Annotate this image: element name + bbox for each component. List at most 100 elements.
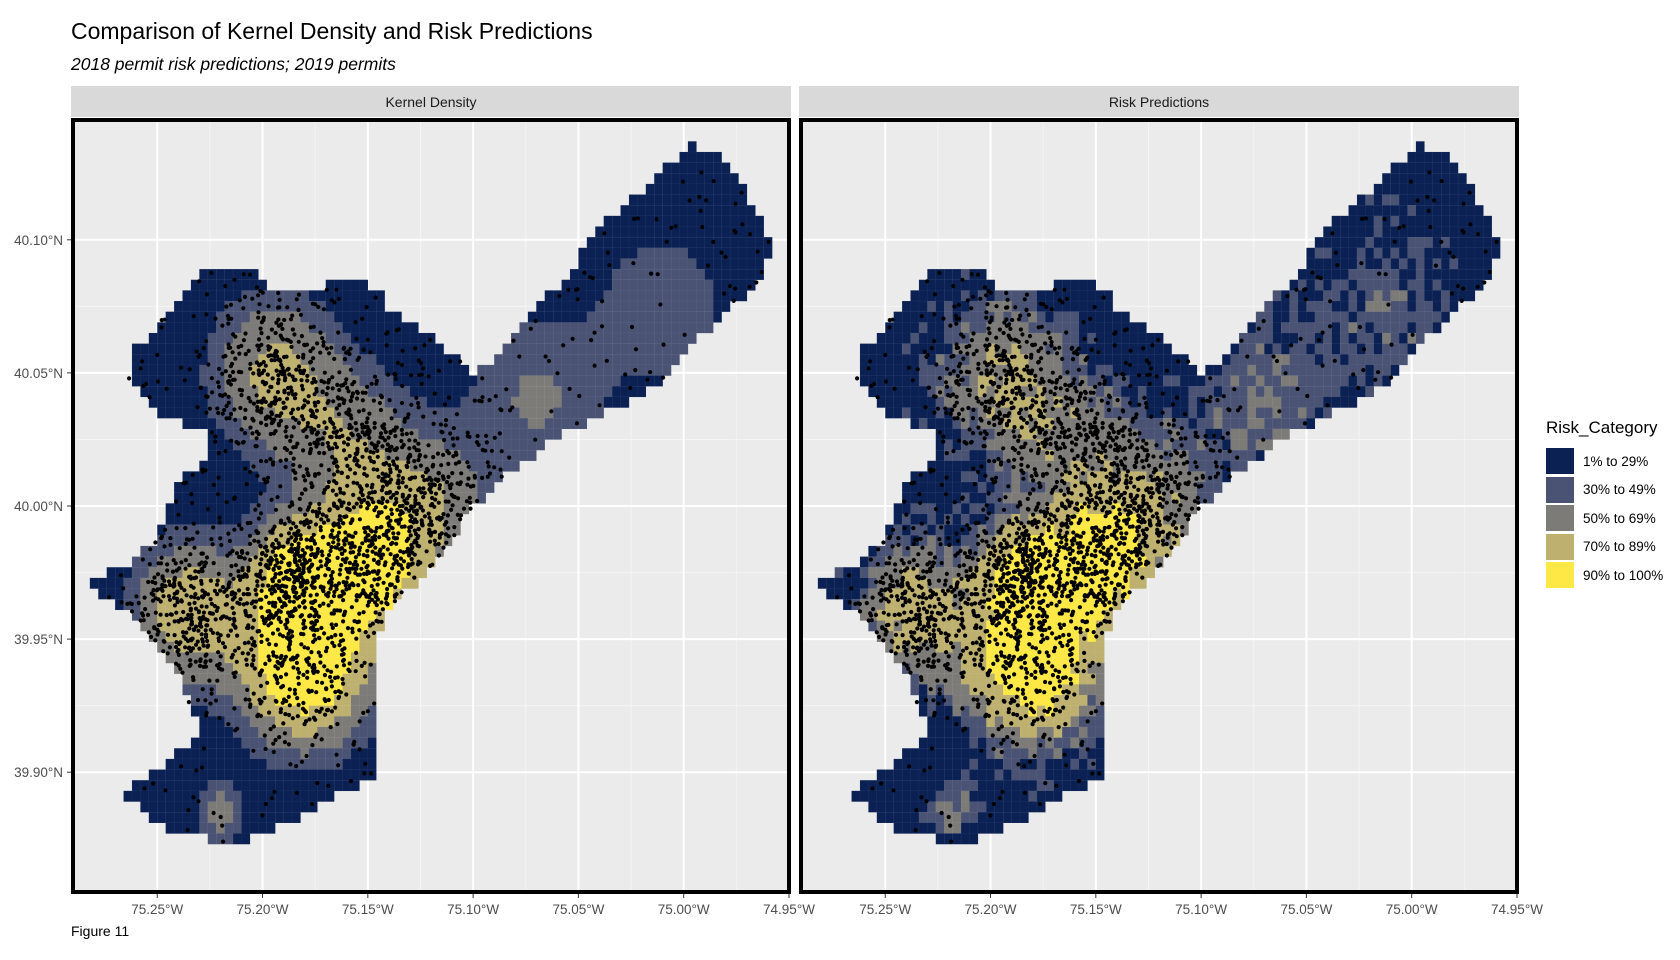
- permit-point: [204, 555, 210, 560]
- permit-point: [339, 396, 344, 401]
- permit-point: [306, 566, 311, 571]
- grid-cell: [1424, 268, 1434, 281]
- permit-point: [335, 382, 340, 387]
- permit-point: [265, 637, 270, 642]
- permit-point: [216, 636, 221, 641]
- grid-cell: [704, 311, 714, 323]
- permit-point: [356, 552, 361, 557]
- grid-cell: [342, 716, 352, 728]
- permit-point: [257, 671, 262, 676]
- permit-point: [284, 457, 289, 462]
- permit-point: [354, 650, 359, 656]
- grid-cell: [325, 652, 335, 664]
- grid-cell: [300, 439, 310, 451]
- permit-point: [286, 694, 291, 700]
- permit-point: [386, 435, 391, 440]
- permit-point: [195, 639, 200, 644]
- permit-point: [294, 367, 299, 372]
- grid-cell: [620, 236, 630, 249]
- grid-cell: [173, 811, 183, 824]
- permit-point: [248, 366, 253, 371]
- grid-cell: [637, 290, 647, 302]
- permit-point: [394, 328, 399, 333]
- permit-point: [351, 492, 356, 497]
- permit-point: [409, 431, 414, 436]
- permit-point: [354, 462, 359, 467]
- grid-cell: [679, 258, 689, 270]
- permit-point: [406, 460, 411, 465]
- permit-point: [362, 771, 367, 776]
- grid-cell: [704, 204, 714, 217]
- grid-cell: [266, 290, 276, 302]
- grid-cell: [241, 769, 251, 781]
- permit-point: [205, 644, 210, 649]
- grid-cell: [544, 332, 554, 345]
- grid-cell: [662, 194, 672, 206]
- grid-cell: [1449, 162, 1459, 174]
- grid-cell: [241, 279, 251, 291]
- grid-cell: [443, 375, 453, 387]
- permit-point: [191, 795, 196, 800]
- permit-point: [396, 570, 401, 575]
- permit-point: [396, 521, 401, 526]
- permit-point: [355, 481, 360, 486]
- permit-point: [241, 306, 246, 311]
- grid-cell: [190, 748, 200, 760]
- permit-point: [365, 603, 370, 608]
- permit-point: [203, 634, 209, 640]
- grid-cell: [182, 758, 192, 770]
- permit-point: [484, 433, 489, 438]
- grid-cell: [1415, 215, 1425, 227]
- permit-point: [279, 518, 284, 523]
- permit-point: [276, 423, 282, 428]
- grid-cell: [603, 311, 613, 323]
- permit-point: [394, 500, 399, 505]
- permit-point: [150, 598, 156, 603]
- grid-cell: [1323, 268, 1333, 281]
- permit-point: [153, 610, 158, 615]
- grid-cell: [224, 748, 234, 760]
- permit-point: [275, 390, 280, 395]
- permit-point: [673, 224, 678, 229]
- permit-point: [372, 508, 377, 513]
- permit-point: [298, 368, 303, 373]
- grid-cell: [342, 300, 352, 313]
- permit-point: [424, 466, 430, 471]
- grid-cell: [173, 503, 183, 515]
- grid-cell: [1491, 247, 1501, 259]
- permit-point: [190, 472, 195, 477]
- permit-point: [412, 459, 417, 464]
- permit-point: [253, 507, 258, 512]
- grid-cell: [637, 194, 647, 206]
- permit-point: [389, 416, 394, 421]
- grid-cell: [350, 290, 360, 302]
- permit-point: [229, 564, 234, 569]
- permit-point: [310, 509, 315, 514]
- permit-point: [268, 431, 273, 437]
- permit-point: [121, 586, 126, 591]
- grid-cell: [519, 417, 529, 430]
- grid-cell: [232, 684, 242, 696]
- grid-cell: [662, 247, 672, 259]
- grid-cell: [215, 481, 226, 494]
- permit-point: [388, 583, 393, 588]
- permit-point: [266, 654, 271, 659]
- permit-point: [158, 612, 163, 617]
- permit-point: [265, 680, 270, 685]
- grid-cell: [215, 396, 226, 408]
- permit-point: [430, 482, 435, 487]
- grid-cell: [1365, 236, 1375, 249]
- permit-point: [171, 558, 176, 563]
- permit-point: [160, 534, 165, 539]
- permit-point: [372, 443, 377, 448]
- grid-cell: [215, 801, 226, 813]
- permit-point: [258, 326, 263, 331]
- permit-point: [217, 520, 222, 525]
- grid-cell: [182, 300, 192, 313]
- permit-point: [633, 347, 639, 352]
- grid-cell: [544, 322, 554, 334]
- permit-point: [310, 743, 315, 748]
- permit-point: [161, 649, 166, 654]
- grid-cell: [173, 748, 183, 760]
- permit-point: [297, 558, 302, 563]
